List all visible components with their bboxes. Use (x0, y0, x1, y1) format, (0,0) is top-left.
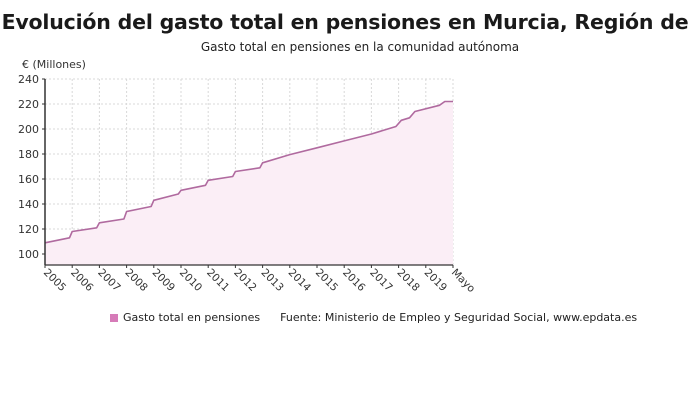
x-tick-label: Mayo (449, 267, 477, 295)
chart-subtitle: Gasto total en pensiones en la comunidad… (200, 40, 520, 54)
y-tick-label: 220 (18, 98, 39, 111)
y-tick-label: 100 (18, 248, 39, 261)
series-line (44, 100, 453, 244)
y-tick-label: 240 (18, 73, 39, 86)
y-tick-label: 200 (18, 123, 39, 136)
x-tick-label: 2018 (394, 267, 421, 294)
source-text: Fuente: Ministerio de Empleo y Seguridad… (280, 311, 638, 324)
x-tick-label: 2015 (313, 267, 340, 294)
legend-label: Gasto total en pensiones (123, 311, 261, 324)
x-tick-label: 2017 (367, 267, 394, 294)
y-axis-label: € (Millones) (22, 58, 86, 71)
x-tick-label: 2013 (258, 267, 285, 294)
x-tick-label: 2007 (95, 267, 122, 294)
area-fill (45, 101, 453, 265)
y-tick-label: 180 (18, 148, 39, 161)
chart-title: Evolución del gasto total en pensiones e… (1, 10, 689, 34)
x-tick-label: 2005 (41, 267, 68, 294)
x-tick-label: 2011 (204, 267, 231, 294)
x-tick-label: 2014 (286, 267, 314, 295)
x-tick-label: 2012 (231, 267, 258, 294)
x-tick-label: 2016 (340, 267, 368, 295)
x-tick-label: 2008 (122, 267, 149, 294)
legend: Gasto total en pensiones Fuente: Ministe… (110, 311, 637, 324)
x-tick-label: 2009 (150, 267, 177, 294)
y-tick-label: 160 (18, 173, 39, 186)
x-tick-label: 2019 (422, 267, 449, 294)
y-tick-label: 120 (18, 223, 39, 236)
x-tick-label: 2010 (177, 267, 204, 294)
y-tick-label: 140 (18, 198, 39, 211)
legend-swatch (110, 313, 118, 322)
x-tick-label: 2006 (68, 267, 96, 295)
